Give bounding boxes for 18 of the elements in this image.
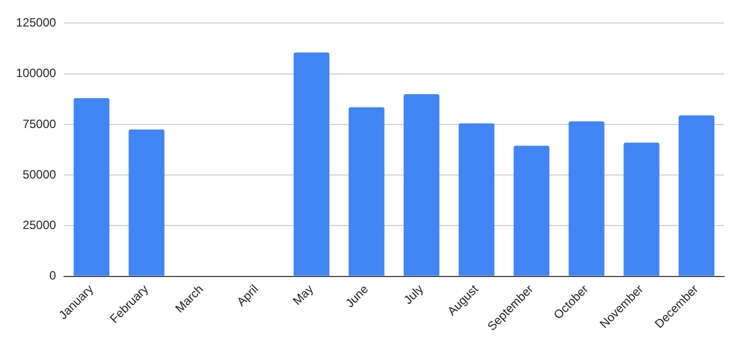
bar — [678, 115, 714, 276]
bar — [404, 94, 440, 276]
bar — [514, 146, 550, 276]
bar — [294, 52, 330, 276]
bar — [348, 107, 384, 276]
bar — [458, 123, 494, 276]
y-tick-label: 100000 — [16, 66, 56, 80]
x-tick-label: July — [400, 282, 426, 307]
y-tick-label: 125000 — [16, 16, 56, 30]
y-tick-label: 75000 — [22, 116, 56, 131]
bar — [568, 121, 604, 276]
x-tick-label: May — [290, 282, 316, 308]
bar — [624, 142, 660, 276]
bar — [128, 130, 164, 276]
y-tick-label: 0 — [49, 268, 56, 283]
y-tick-label: 25000 — [22, 218, 56, 232]
bar — [74, 98, 110, 276]
y-tick-label: 50000 — [22, 167, 56, 182]
